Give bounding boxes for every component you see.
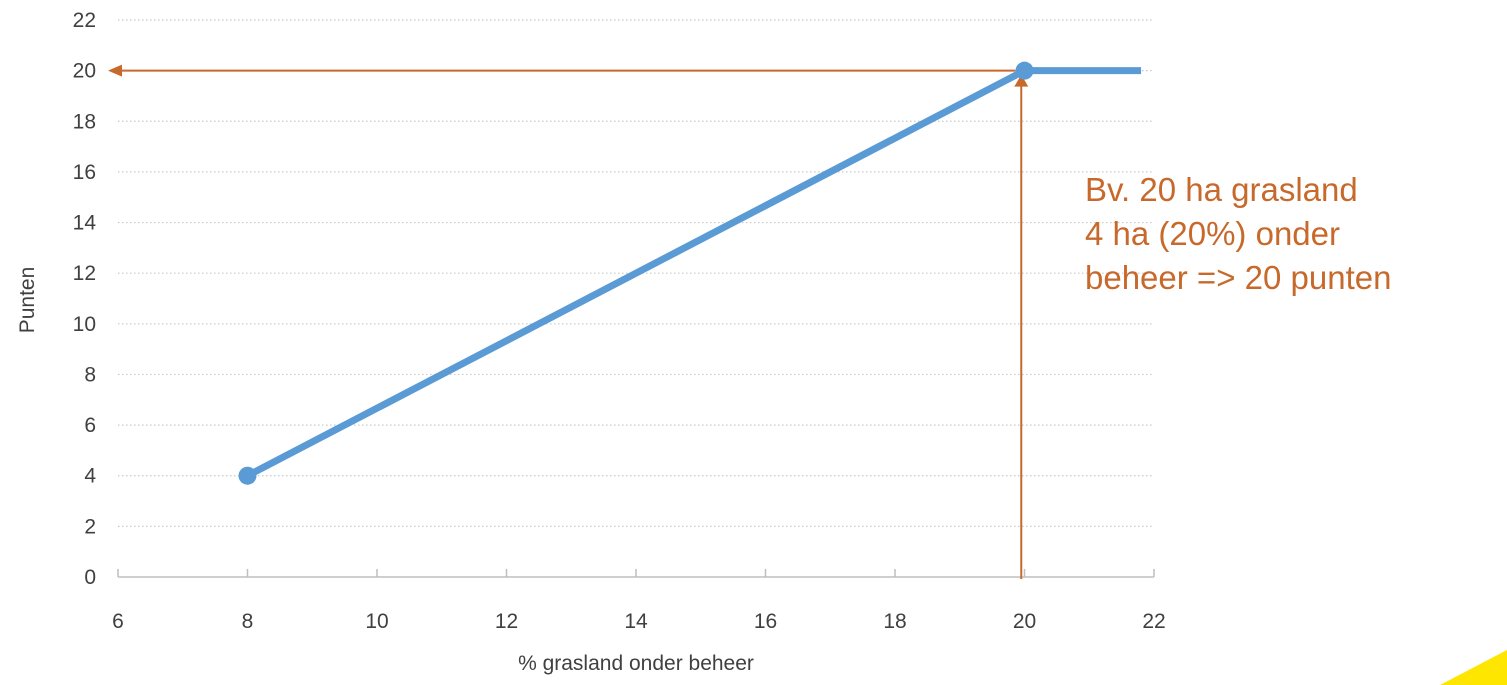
corner-accent-shape <box>1440 650 1507 685</box>
x-tick-label-12: 12 <box>495 610 518 633</box>
example-annotation: Bv. 20 ha grasland 4 ha (20%) onder behe… <box>1085 168 1495 300</box>
annotation-line-1: Bv. 20 ha grasland <box>1085 171 1358 208</box>
x-tick-label-6: 6 <box>112 610 124 633</box>
x-tick-label-14: 14 <box>624 610 648 633</box>
y-tick-label-6: 6 <box>84 414 96 437</box>
y-tick-label-4: 4 <box>84 465 96 488</box>
y-tick-label-18: 18 <box>73 110 96 133</box>
series <box>238 61 1142 485</box>
data-point-0-1 <box>1015 61 1034 80</box>
x-tick-label-16: 16 <box>754 610 777 633</box>
x-tick-label-22: 22 <box>1142 610 1165 633</box>
y-tick-label-22: 22 <box>73 9 96 32</box>
y-tick-label-8: 8 <box>84 363 96 386</box>
x-axis <box>117 569 1155 578</box>
guide-arrows <box>108 64 1029 579</box>
x-tick-label-18: 18 <box>883 610 906 633</box>
x-tick-labels: 6 8 10 12 14 16 18 20 22 <box>112 610 1166 633</box>
data-point-0-0 <box>238 466 257 485</box>
y-tick-label-0: 0 <box>84 566 96 589</box>
x-tick-label-8: 8 <box>242 610 254 633</box>
y-tick-label-16: 16 <box>73 161 96 184</box>
x-tick-label-10: 10 <box>365 610 388 633</box>
x-tick-label-20: 20 <box>1013 610 1036 633</box>
annotation-line-3: beheer => 20 punten <box>1085 259 1392 296</box>
y-tick-label-20: 20 <box>73 60 96 83</box>
y-tick-label-12: 12 <box>73 262 96 285</box>
y-tick-label-14: 14 <box>73 212 97 235</box>
up-arrowhead-icon <box>1014 74 1029 87</box>
annotation-line-2: 4 ha (20%) onder <box>1085 215 1340 252</box>
y-axis-title: Punten <box>16 267 39 334</box>
y-tick-labels: 0 2 4 6 8 10 12 14 16 18 20 22 <box>73 9 97 589</box>
left-arrowhead-icon <box>108 64 122 77</box>
y-tick-label-2: 2 <box>84 515 96 538</box>
x-axis-title: % grasland onder beheer <box>518 652 754 675</box>
y-tick-label-10: 10 <box>73 313 96 336</box>
